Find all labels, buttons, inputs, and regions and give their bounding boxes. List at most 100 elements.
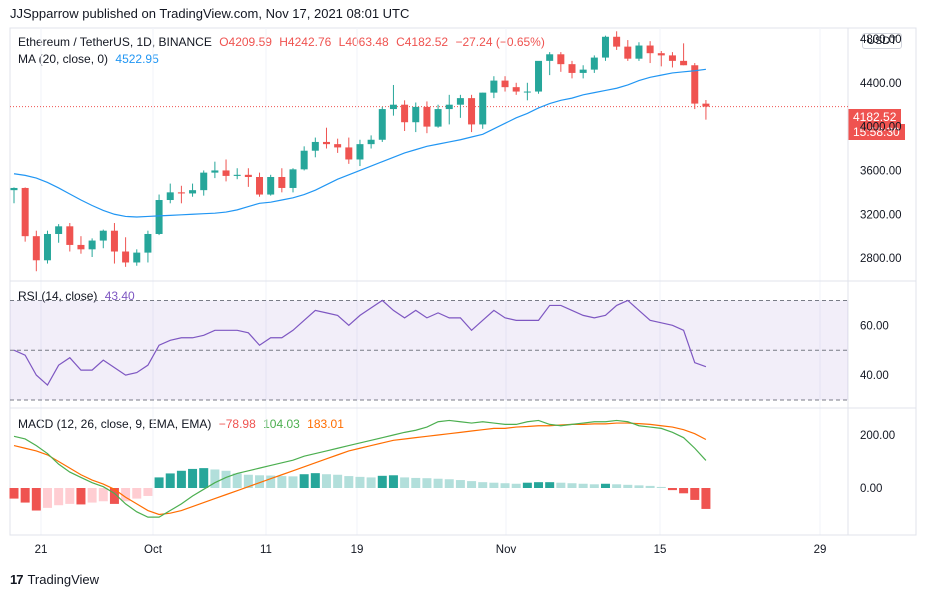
time-axis-tick: 21 [35, 544, 48, 556]
macd-histogram-bar [188, 468, 198, 488]
candle-body [501, 80, 509, 88]
candle-body [613, 36, 621, 47]
macd-histogram-bar [299, 474, 309, 488]
macd-histogram-bar [9, 488, 19, 499]
macd-histogram-bar [478, 482, 488, 488]
candle-body [88, 240, 96, 250]
macd-signal-line [13, 422, 707, 516]
macd-histogram-bar [600, 483, 610, 488]
macd-histogram-bar [54, 488, 64, 506]
macd-histogram-bar [344, 476, 354, 488]
price-axis-tick: 3600.00 [860, 165, 902, 177]
candle-body [680, 60, 688, 66]
candle-body [657, 53, 665, 56]
rsi-legend: RSI (14, close) 43.40 [18, 289, 139, 303]
macd-histogram-bar [667, 488, 677, 491]
candle-body [546, 54, 554, 61]
candle-body [702, 103, 710, 107]
macd-histogram-bar [578, 483, 588, 488]
candle-body [624, 46, 632, 59]
rsi-axis-tick: 40.00 [860, 370, 889, 382]
candle-body [523, 91, 531, 93]
candle-body [434, 109, 442, 127]
candle-body [43, 233, 51, 261]
macd-histogram-bar [467, 481, 477, 488]
candle-body [646, 45, 654, 54]
candle-body [356, 144, 364, 160]
candle-body [144, 233, 152, 253]
macd-histogram-bar [42, 488, 52, 508]
candle-body [222, 170, 230, 176]
macd-histogram-bar [221, 470, 231, 488]
macd-histogram-bar [388, 475, 398, 488]
last-price-tag: 4182.52 [848, 109, 902, 125]
macd-histogram-bar [366, 477, 376, 488]
rsi-label: RSI (14, close) [18, 289, 98, 303]
publisher-header: JJSpparrow published on TradingView.com,… [10, 6, 410, 21]
macd-histogram-bar [455, 480, 465, 488]
candle-body [110, 230, 118, 252]
candle-body [99, 230, 107, 241]
candle-body [635, 45, 643, 59]
candle-body [590, 57, 598, 70]
time-axis-tick: Nov [496, 544, 517, 556]
change-value: −27.24 (−0.65%) [455, 35, 545, 49]
macd-histogram-bar [132, 488, 142, 499]
macd-histogram-bar [232, 473, 242, 488]
symbol-label: Ethereum / TetherUS, 1D, BINANCE [18, 35, 212, 49]
ma-line [13, 68, 706, 218]
candle-body [322, 141, 330, 145]
candle-body [244, 174, 252, 178]
countdown-tag: 15:58:30 [848, 124, 905, 140]
candle-body [155, 200, 163, 234]
macd-histogram-bar [567, 483, 577, 488]
candle-body [278, 177, 286, 188]
price-axis-tick: 4000.00 [860, 122, 902, 134]
footer-brand: 17 TradingView [10, 572, 99, 587]
macd-histogram-bar [154, 477, 164, 488]
macd-histogram-bar [76, 488, 86, 505]
currency-button[interactable]: USDT [862, 33, 902, 49]
candle-body [256, 177, 264, 195]
low-value: L4063.48 [338, 35, 389, 49]
macd-histogram-bar [422, 478, 432, 488]
macd-histogram-bar [634, 485, 644, 488]
ma-value: 4522.95 [115, 52, 159, 66]
candle-body [189, 190, 197, 194]
macd-histogram-bar [65, 488, 75, 504]
macd-histogram-bar [589, 484, 599, 488]
time-axis-tick: 29 [814, 544, 827, 556]
candle-body [568, 64, 576, 73]
candle-body [601, 36, 609, 58]
brand-label: TradingView [27, 572, 100, 587]
candle-body [166, 192, 174, 201]
rsi-value: 43.40 [104, 289, 135, 303]
macd-signal-value: 183.01 [307, 417, 344, 431]
time-axis-tick: 11 [260, 544, 272, 556]
macd-histogram-bar [266, 475, 276, 488]
time-axis-tick: 19 [351, 544, 364, 556]
macd-histogram-bar [645, 485, 655, 488]
candle-body [10, 187, 18, 191]
macd-histogram-bar [31, 488, 41, 511]
macd-line-value: 104.03 [263, 417, 300, 431]
candle-body [122, 251, 130, 263]
candle-body [512, 87, 520, 92]
price-axis-tick: 4400.00 [860, 78, 902, 90]
candle-body [389, 104, 397, 110]
candle-body [445, 104, 453, 110]
candle-body [490, 80, 498, 93]
time-axis-tick: 15 [654, 544, 667, 556]
macd-histogram-bar [444, 479, 454, 488]
macd-histogram-bar [210, 469, 220, 488]
macd-histogram-bar [165, 473, 175, 488]
macd-histogram-bar [87, 488, 97, 503]
high-value: H4242.76 [279, 35, 332, 49]
price-axis-tick: 3200.00 [860, 209, 902, 221]
macd-histogram-bar [277, 476, 287, 488]
rsi-line [13, 299, 707, 387]
candle-body [66, 226, 74, 245]
macd-histogram-bar [176, 470, 186, 488]
macd-histogram-bar [121, 488, 131, 502]
